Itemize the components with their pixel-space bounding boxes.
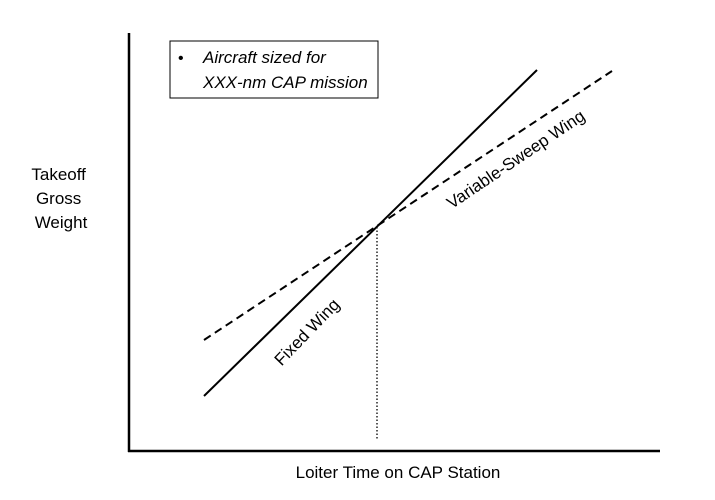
- note-line-2: XXX-nm CAP mission: [202, 73, 368, 92]
- variable-sweep-line: [203, 70, 613, 341]
- note-bullet: •: [178, 50, 184, 67]
- y-axis-label-line-1: Takeoff: [31, 165, 86, 184]
- y-axis-label-line-3: Weight: [35, 213, 88, 232]
- x-axis-label: Loiter Time on CAP Station: [296, 463, 501, 482]
- fixed-wing-label: Fixed Wing: [271, 295, 344, 369]
- variable-sweep-label: Variable-Sweep Wing: [443, 106, 588, 212]
- y-axis-label-line-2: Gross: [36, 189, 81, 208]
- y-axis-label: Takeoff Gross Weight: [31, 165, 90, 232]
- note-line-1: Aircraft sized for: [202, 48, 327, 67]
- fixed-wing-line: [203, 69, 538, 397]
- note-box: [169, 40, 379, 99]
